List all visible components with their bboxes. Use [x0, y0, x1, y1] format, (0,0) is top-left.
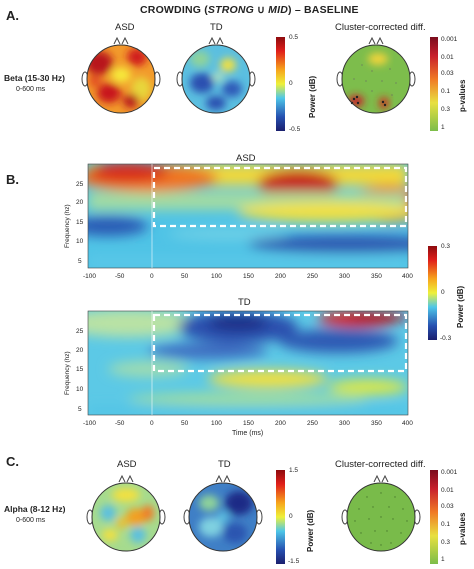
panel-b-asd-ytick-10: 10: [76, 238, 84, 245]
panel-a-asd-topomap: [81, 36, 161, 114]
asd-xtick-4: 100: [211, 273, 222, 280]
panel-a-asd-label: ASD: [115, 22, 135, 33]
panel-c-p-tick-2: 0.03: [441, 503, 454, 510]
panel-b-cb-tick-bottom: -0.3: [440, 335, 452, 342]
panel-a-power-tick-bottom: -0.5: [289, 126, 301, 133]
panel-b-cb-tick-top: 0.3: [441, 243, 451, 250]
panel-c-td-topomap: [183, 474, 263, 552]
asd-xtick-2: 0: [150, 273, 154, 280]
panel-b-asd-ytick-20: 20: [76, 199, 84, 206]
asd-xtick-0: -100: [83, 273, 97, 280]
panel-a-letter: A.: [6, 8, 19, 23]
panel-c-p-tick-0: 0.001: [441, 469, 458, 476]
panel-c-power-tick-bottom: -1.5: [288, 558, 300, 565]
td-xtick-0: -100: [83, 420, 97, 427]
panel-b-td-ytick-25: 25: [76, 328, 84, 335]
panel-b-td-ytick-20: 20: [76, 347, 84, 354]
panel-c-power-colorbar: [276, 470, 285, 564]
panel-c-letter: C.: [6, 454, 19, 469]
asd-xtick-5: 150: [243, 273, 254, 280]
panel-b-letter: B.: [6, 172, 19, 187]
panel-b-td-title: TD: [238, 297, 251, 308]
panel-a-p-tick-5: 1: [441, 124, 445, 131]
figure-title: CROWDING (STRONG ∪ MID) – BASELINE: [140, 4, 359, 16]
title-union: ∪: [254, 4, 269, 16]
panel-a-p-tick-2: 0.03: [441, 70, 454, 77]
panel-a-td-topomap: [176, 36, 256, 114]
panel-b-td-ytick-10: 10: [76, 386, 84, 393]
panel-c-cluster-topomap: [341, 474, 421, 552]
panel-c-p-tick-4: 0.3: [441, 539, 451, 546]
panel-a-p-tick-1: 0.01: [441, 54, 454, 61]
td-xtick-2: 0: [150, 420, 154, 427]
panel-a-power-tick-top: 0.5: [289, 34, 299, 41]
panel-a-p-colorbar: [430, 37, 438, 131]
panel-b-asd-tfmap: [87, 163, 409, 269]
panel-b-td-ytick-5: 5: [78, 406, 82, 413]
panel-b-xlabel: Time (ms): [232, 430, 264, 437]
panel-a-p-title: p-values: [458, 79, 467, 112]
td-xtick-7: 250: [307, 420, 318, 427]
title-prefix: CROWDING (: [140, 4, 208, 16]
panel-c-asd-topomap: [86, 474, 166, 552]
td-xtick-9: 350: [371, 420, 382, 427]
panel-a-cluster-label: Cluster-corrected diff.: [335, 22, 426, 33]
asd-xtick-10: 400: [402, 273, 413, 280]
panel-c-power-title: Power (dB): [306, 509, 315, 552]
asd-xtick-6: 200: [275, 273, 286, 280]
td-xtick-10: 400: [402, 420, 413, 427]
panel-b-asd-ytick-15: 15: [76, 219, 84, 226]
asd-xtick-7: 250: [307, 273, 318, 280]
panel-b-asd-ylabel: Frequency (hz): [64, 204, 71, 248]
title-suffix: ) – BASELINE: [288, 4, 359, 16]
td-xtick-6: 200: [275, 420, 286, 427]
panel-a-power-tick-mid: 0: [289, 80, 293, 87]
panel-c-td-label: TD: [218, 459, 231, 470]
panel-a-p-tick-3: 0.1: [441, 88, 451, 95]
panel-c-cluster-label: Cluster-corrected diff.: [335, 459, 426, 470]
panel-b-power-colorbar: [428, 246, 437, 340]
panel-c-power-tick-top: 1.5: [289, 467, 299, 474]
panel-b-asd-ytick-5: 5: [78, 258, 82, 265]
panel-a-power-colorbar: [276, 37, 285, 131]
asd-xtick-9: 350: [371, 273, 382, 280]
title-mid: MID: [268, 4, 289, 16]
panel-b-asd-title: ASD: [236, 153, 256, 164]
panel-c-p-colorbar: [430, 470, 438, 564]
panel-a-td-label: TD: [210, 22, 223, 33]
asd-xtick-8: 300: [339, 273, 350, 280]
asd-xtick-3: 50: [181, 273, 189, 280]
td-xtick-3: 50: [181, 420, 189, 427]
panel-c-band-label: Alpha (8-12 Hz): [4, 504, 66, 514]
panel-c-p-tick-5: 1: [441, 556, 445, 563]
panel-a-cluster-topomap: [336, 36, 416, 114]
panel-a-power-title: Power (dB): [308, 75, 317, 118]
td-xtick-8: 300: [339, 420, 350, 427]
panel-b-asd-ytick-25: 25: [76, 181, 84, 188]
panel-b-td-ytick-15: 15: [76, 366, 84, 373]
panel-b-td-ylabel: Frequency (hz): [64, 351, 71, 395]
panel-c-window-label: 0-600 ms: [16, 517, 46, 524]
panel-c-asd-label: ASD: [117, 459, 137, 470]
panel-c-p-tick-3: 0.1: [441, 521, 451, 528]
td-xtick-5: 150: [243, 420, 254, 427]
panel-a-band-label: Beta (15-30 Hz): [4, 73, 65, 83]
panel-b-cb-title: Power (dB): [456, 285, 465, 328]
panel-c-p-tick-1: 0.01: [441, 487, 454, 494]
panel-a-p-tick-0: 0.001: [441, 36, 458, 43]
panel-c-p-title: p-values: [458, 512, 467, 545]
panel-b-td-tfmap: [87, 310, 409, 416]
td-xtick-1: -50: [115, 420, 125, 427]
td-xtick-4: 100: [211, 420, 222, 427]
panel-c-power-tick-mid: 0: [289, 513, 293, 520]
panel-a-window-label: 0-600 ms: [16, 86, 46, 93]
panel-b-cb-tick-mid: 0: [441, 289, 445, 296]
asd-xtick-1: -50: [115, 273, 125, 280]
panel-a-p-tick-4: 0.3: [441, 106, 451, 113]
title-strong: STRONG: [207, 4, 255, 16]
